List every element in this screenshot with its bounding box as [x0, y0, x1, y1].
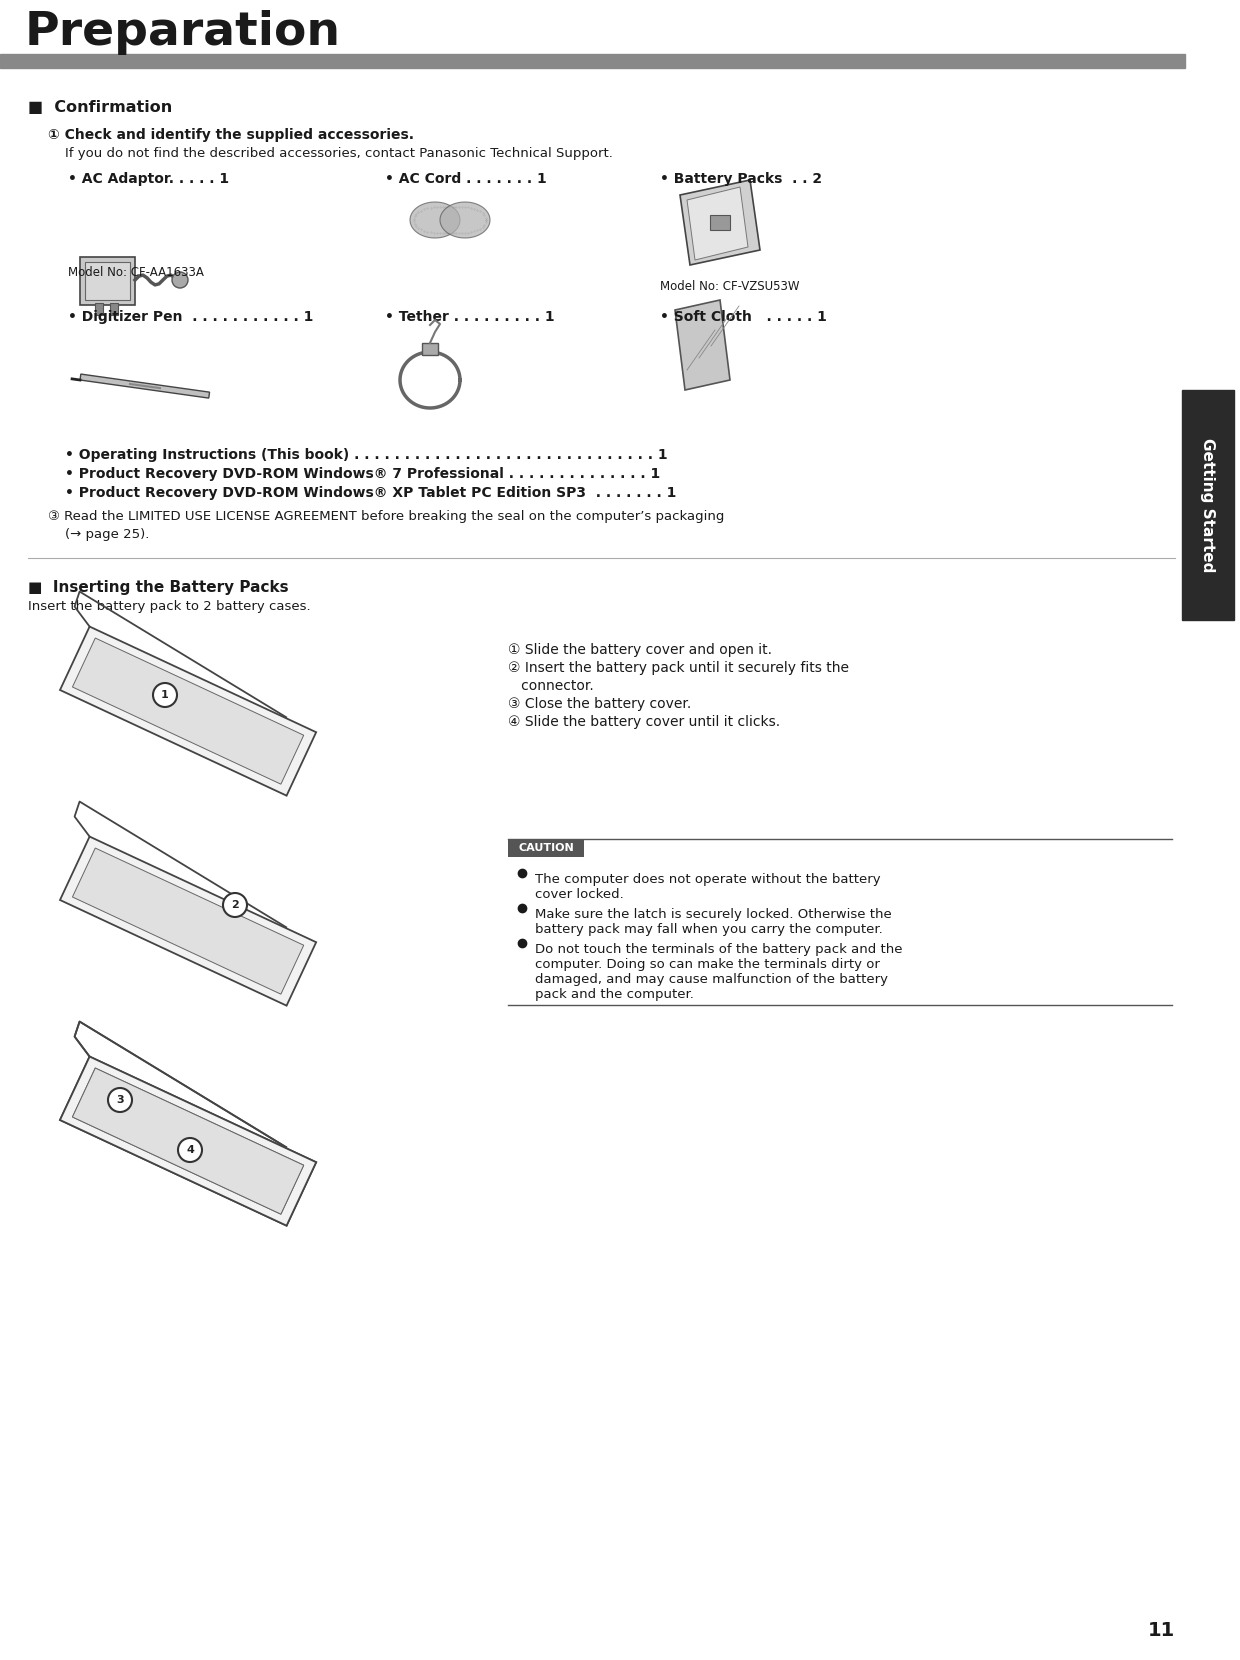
Text: ③ Close the battery cover.: ③ Close the battery cover. — [508, 697, 691, 710]
Text: ③ Read the LIMITED USE LICENSE AGREEMENT before breaking the seal on the compute: ③ Read the LIMITED USE LICENSE AGREEMENT… — [48, 510, 724, 523]
Polygon shape — [72, 1067, 304, 1213]
Text: • AC Adaptor. . . . . 1: • AC Adaptor. . . . . 1 — [68, 173, 229, 186]
Polygon shape — [60, 1056, 316, 1225]
Circle shape — [153, 682, 177, 707]
Text: computer. Doing so can make the terminals dirty or: computer. Doing so can make the terminal… — [534, 958, 880, 971]
Bar — [422, 344, 438, 355]
Text: connector.: connector. — [508, 679, 594, 692]
Text: • Digitizer Pen  . . . . . . . . . . . 1: • Digitizer Pen . . . . . . . . . . . 1 — [68, 310, 314, 324]
Text: ① Check and identify the supplied accessories.: ① Check and identify the supplied access… — [48, 128, 414, 143]
Polygon shape — [60, 837, 316, 1006]
Polygon shape — [81, 374, 210, 398]
Text: • Product Recovery DVD-ROM Windows® XP Tablet PC Edition SP3  . . . . . . . 1: • Product Recovery DVD-ROM Windows® XP T… — [64, 486, 676, 500]
Text: • Tether . . . . . . . . . 1: • Tether . . . . . . . . . 1 — [384, 310, 554, 324]
Circle shape — [179, 1139, 202, 1162]
Polygon shape — [60, 626, 316, 795]
Text: 3: 3 — [117, 1096, 124, 1106]
Text: ④ Slide the battery cover until it clicks.: ④ Slide the battery cover until it click… — [508, 715, 780, 729]
Text: Do not touch the terminals of the battery pack and the: Do not touch the terminals of the batter… — [534, 943, 903, 956]
Text: Getting Started: Getting Started — [1200, 438, 1215, 573]
Text: Model No: CF-AA1633A: Model No: CF-AA1633A — [68, 266, 203, 279]
Circle shape — [108, 1087, 131, 1112]
Text: • Soft Cloth   . . . . . 1: • Soft Cloth . . . . . 1 — [660, 310, 827, 324]
Text: battery pack may fall when you carry the computer.: battery pack may fall when you carry the… — [534, 923, 883, 936]
Bar — [1182, 390, 1234, 619]
Bar — [110, 304, 118, 315]
Bar — [0, 55, 1185, 68]
Text: 2: 2 — [231, 900, 239, 910]
Circle shape — [223, 893, 247, 916]
Text: • Product Recovery DVD-ROM Windows® 7 Professional . . . . . . . . . . . . . . 1: • Product Recovery DVD-ROM Windows® 7 Pr… — [64, 466, 660, 481]
Text: 4: 4 — [186, 1145, 193, 1155]
Polygon shape — [72, 848, 304, 994]
Text: pack and the computer.: pack and the computer. — [534, 988, 694, 1001]
Bar — [508, 838, 584, 857]
Text: • AC Cord . . . . . . . 1: • AC Cord . . . . . . . 1 — [384, 173, 547, 186]
Bar — [81, 257, 135, 305]
Circle shape — [172, 272, 188, 287]
Text: • Operating Instructions (This book) . . . . . . . . . . . . . . . . . . . . . .: • Operating Instructions (This book) . .… — [64, 448, 667, 461]
Bar — [95, 304, 103, 315]
Text: • Battery Packs  . . 2: • Battery Packs . . 2 — [660, 173, 822, 186]
Polygon shape — [675, 300, 730, 390]
Bar — [86, 262, 130, 300]
Text: ① Slide the battery cover and open it.: ① Slide the battery cover and open it. — [508, 642, 773, 657]
Text: Insert the battery pack to 2 battery cases.: Insert the battery pack to 2 battery cas… — [29, 599, 311, 613]
Polygon shape — [60, 1056, 316, 1225]
Polygon shape — [72, 1067, 304, 1213]
Text: ② Insert the battery pack until it securely fits the: ② Insert the battery pack until it secur… — [508, 661, 849, 676]
Polygon shape — [410, 203, 460, 237]
Polygon shape — [680, 179, 760, 266]
Polygon shape — [72, 637, 304, 784]
Text: 1: 1 — [161, 691, 169, 701]
Text: (→ page 25).: (→ page 25). — [64, 528, 149, 541]
Text: Model No: CF-VZSU53W: Model No: CF-VZSU53W — [660, 281, 800, 294]
Polygon shape — [687, 188, 748, 261]
Text: Make sure the latch is securely locked. Otherwise the: Make sure the latch is securely locked. … — [534, 908, 892, 921]
Text: The computer does not operate without the battery: The computer does not operate without th… — [534, 873, 880, 886]
Text: cover locked.: cover locked. — [534, 888, 624, 901]
Polygon shape — [440, 203, 490, 237]
Text: 11: 11 — [1148, 1622, 1176, 1640]
Text: CAUTION: CAUTION — [518, 843, 574, 853]
Text: ■  Inserting the Battery Packs: ■ Inserting the Battery Packs — [29, 579, 289, 594]
Text: ■  Confirmation: ■ Confirmation — [29, 100, 172, 115]
Text: Preparation: Preparation — [25, 10, 341, 55]
Text: If you do not find the described accessories, contact Panasonic Technical Suppor: If you do not find the described accesso… — [64, 148, 613, 159]
Text: damaged, and may cause malfunction of the battery: damaged, and may cause malfunction of th… — [534, 973, 888, 986]
Bar — [711, 216, 730, 231]
